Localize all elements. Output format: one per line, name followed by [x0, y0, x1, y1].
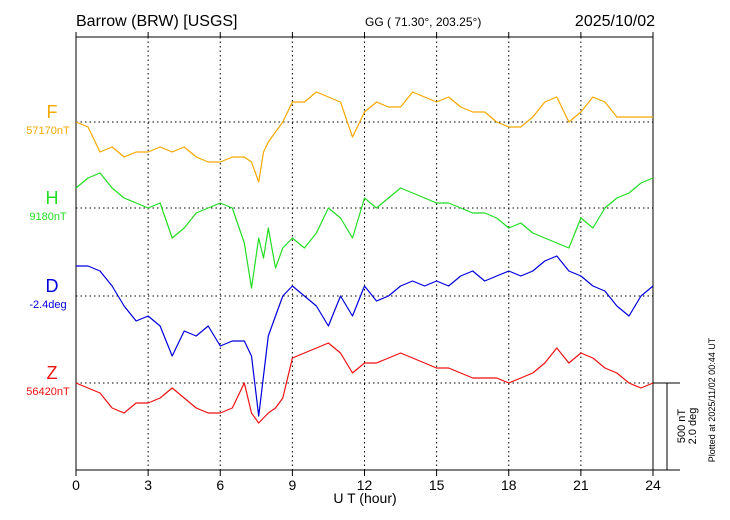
series-lines [75, 91, 654, 424]
x-tick-label-3: 3 [144, 477, 152, 493]
x-axis-label: U T (hour) [333, 490, 396, 506]
series-baseline-z: 56420nT [26, 386, 70, 398]
x-tick-label-9: 9 [288, 477, 296, 493]
x-tick-label-0: 0 [72, 477, 80, 493]
series-name-z: Z [47, 363, 58, 383]
x-tick-label-24: 24 [645, 477, 661, 493]
series-name-h: H [46, 188, 59, 208]
scale-label-nt: 500 nT [676, 409, 688, 444]
series-name-d: D [46, 276, 59, 296]
scale-label-deg: 2.0 deg [687, 408, 699, 445]
x-tick-label-21: 21 [573, 477, 589, 493]
plotted-at-note: Plotted at 2025/11/02 00:44 UT [707, 337, 717, 462]
series-labels: F 57170nT H 9180nT D -2.4deg Z 56420nT [26, 102, 70, 398]
x-tick-label-18: 18 [501, 477, 517, 493]
date-label: 2025/10/02 [575, 13, 655, 30]
series-baseline-d: -2.4deg [29, 299, 66, 311]
station-title: Barrow (BRW) [USGS] [76, 13, 238, 30]
grid-lines [76, 37, 653, 470]
x-axis-ticks: 0 3 6 9 12 15 18 21 24 [72, 32, 661, 493]
series-line-d [76, 255, 654, 417]
series-line-z [75, 342, 654, 424]
series-name-f: F [47, 102, 58, 122]
x-tick-label-12: 12 [357, 477, 373, 493]
series-baseline-h: 9180nT [29, 211, 67, 223]
scale-bar [653, 382, 680, 471]
x-tick-label-15: 15 [429, 477, 445, 493]
series-line-f [75, 91, 653, 183]
series-line-h [75, 172, 654, 289]
series-baseline-f: 57170nT [26, 125, 70, 137]
x-tick-label-6: 6 [216, 477, 224, 493]
coordinates-label: GG ( 71.30°, 203.25°) [365, 15, 481, 29]
